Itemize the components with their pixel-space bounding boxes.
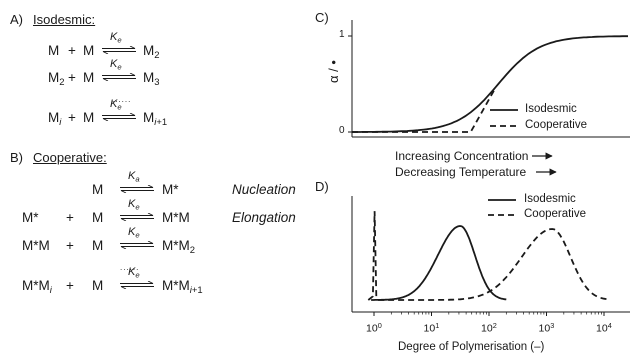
eq-a-1-product: M3 [143,70,160,88]
panel-c-legend-isodesmic: Isodesmic [525,103,577,115]
eq-b-2-plus: + [66,238,74,253]
eq-a-2-reactant: Mi [48,110,62,128]
panel-d-legend-isodesmic: Isodesmic [524,193,576,205]
eq-b-3-equilibrium-arrow [120,281,154,289]
eq-a-0-plus: + [68,43,76,58]
eq-a-2-product: Mi+1 [143,110,168,128]
eq-b-2-equilibrium-arrow [120,241,154,249]
eq-a-0-equilibrium-arrow [102,46,136,54]
panel-b-tag: B) [10,150,23,165]
panel-c-cooperative-curve [352,87,497,133]
eq-b-1-note: Elongation [232,210,296,225]
eq-a-0-reactant: M [48,43,60,58]
eq-b-3-constant: Ke [128,266,140,280]
eq-a-2-monomer: M [83,110,95,125]
eq-a-2-plus: + [68,110,76,125]
panel-a-tag: A) [10,12,23,27]
panel-b-title: Cooperative: [33,150,107,165]
eq-b-0-note: Nucleation [232,182,296,197]
panel-d-cooperative-curve [367,211,610,301]
panel-d-isodesmic-curve [371,225,507,301]
panel-d-xtick-label-3: 103 [538,321,555,335]
eq-a-0-constant: Ke [110,31,122,45]
panel-c-xlabel-1: Increasing Concentration [395,149,529,163]
eq-b-1-plus: + [66,210,74,225]
eq-a-2-equilibrium-arrow [102,113,136,121]
eq-b-2-product: M*M2 [162,238,195,256]
panel-c-isodesmic-curve [352,35,628,133]
eq-a-0-monomer: M [83,43,95,58]
eq-b-3-product: M*Mi+1 [162,278,203,296]
eq-b-1-product: M*M [162,210,190,225]
eq-a-2-constant: Ke [110,98,122,112]
panel-d-xlabel: Degree of Polymerisation (–) [398,341,545,353]
eq-b-2-monomer: M [92,238,104,253]
panel-d-xtick-marks [373,312,605,316]
panel-d-tag: D) [315,179,329,194]
eq-b-1-equilibrium-arrow [120,213,154,221]
eq-b-ellipsis: ...... [120,263,140,272]
eq-b-1-monomer: M [92,210,104,225]
eq-b-0-equilibrium-arrow [120,185,154,193]
eq-a-ellipsis: ...... [112,95,132,104]
panel-c-ytick-1: 1 [339,29,345,40]
eq-b-2-reactant: M*M [22,238,50,253]
eq-b-0-constant: Ka [128,170,140,184]
eq-a-0-product: M2 [143,43,160,61]
eq-b-3-plus: + [66,278,74,293]
eq-a-1-plus: + [68,70,76,85]
eq-b-3-reactant: M*Mi [22,278,52,296]
eq-b-0-product: M* [162,182,179,197]
panel-d-xtick-label-0: 100 [366,321,382,335]
panel-a-title: Isodesmic: [33,12,96,27]
eq-a-1-monomer: M [83,70,95,85]
eq-b-1-constant: Ke [128,198,140,212]
eq-a-1-constant: Ke [110,58,122,72]
eq-a-1-equilibrium-arrow [102,73,136,81]
eq-a-1-reactant: M2 [48,70,65,88]
panel-c-tag: C) [315,10,329,25]
panel-d-xtick-label-4: 104 [596,321,612,335]
eq-b-2-constant: Ke [128,226,140,240]
panel-c-xlabel-2: Decreasing Temperature [395,165,527,179]
panel-d-xtick-label-1: 101 [423,321,440,335]
eq-b-3-monomer: M [92,278,104,293]
panel-c-legend-cooperative: Cooperative [525,119,588,131]
panel-d-legend-cooperative: Cooperative [524,208,587,220]
panel-c-ytick-0: 0 [339,125,345,136]
panel-d-xtick-label-2: 102 [481,321,497,335]
eq-b-1-reactant: M* [22,210,39,225]
eq-b-0-monomer: M [92,182,104,197]
